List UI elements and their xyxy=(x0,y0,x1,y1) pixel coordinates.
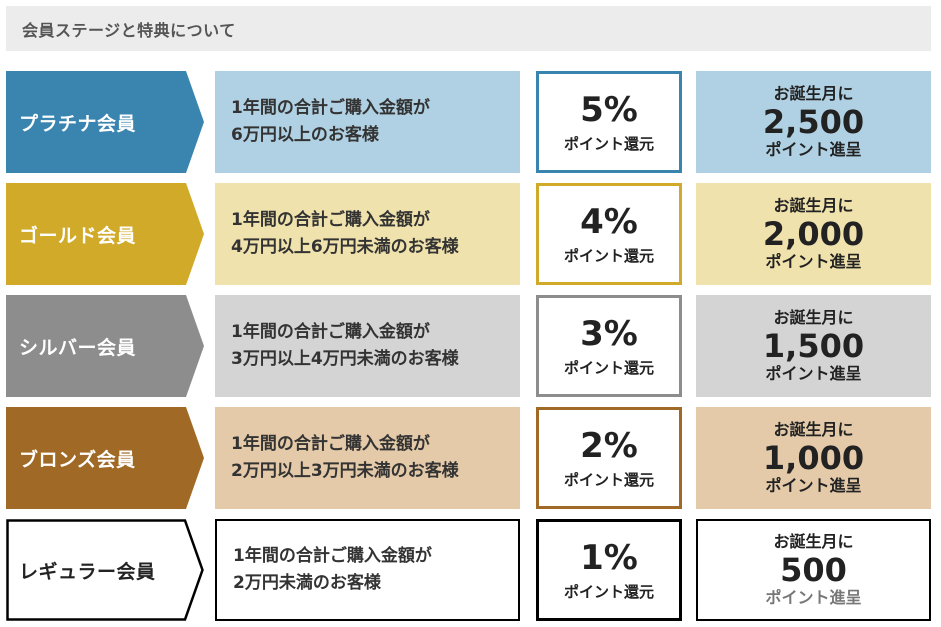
point-rate-box: 5% ポイント還元 xyxy=(536,71,682,173)
point-rate-label: ポイント還元 xyxy=(563,358,654,377)
point-rate-value: 4% xyxy=(580,201,638,242)
purchase-condition: 1年間の合計ご購入金額が 4万円以上6万円未満のお客様 xyxy=(215,183,520,285)
tier-row-platinum: プラチナ会員 1年間の合計ご購入金額が 6万円以上のお客様 5% ポイント還元 … xyxy=(6,71,931,173)
condition-line-2: 6万円以上のお客様 xyxy=(231,125,379,145)
condition-line-1: 1年間の合計ご購入金額が xyxy=(231,434,430,454)
point-rate-box: 4% ポイント還元 xyxy=(536,183,682,285)
condition-line-1: 1年間の合計ご購入金額が xyxy=(231,210,430,230)
birthday-label: お誕生月に xyxy=(773,308,854,327)
condition-line-2: 4万円以上6万円未満のお客様 xyxy=(231,237,459,257)
point-rate-value: 3% xyxy=(580,313,638,354)
tier-row-regular: レギュラー会員 1年間の合計ご購入金額が 2万円未満のお客様 1% ポイント還元… xyxy=(6,519,931,621)
rank-badge: レギュラー会員 xyxy=(6,519,205,621)
birthday-points: 2,500 xyxy=(762,103,865,141)
rank-name: ブロンズ会員 xyxy=(19,448,136,471)
birthday-label: お誕生月に xyxy=(773,84,854,103)
rank-arrow-shape xyxy=(6,183,204,285)
purchase-condition: 1年間の合計ご購入金額が 3万円以上4万円未満のお客様 xyxy=(215,295,520,397)
condition-line-1: 1年間の合計ご購入金額が xyxy=(231,98,430,118)
point-rate-value: 2% xyxy=(580,425,638,466)
condition-line-1: 1年間の合計ご購入金額が xyxy=(231,322,430,342)
purchase-condition: 1年間の合計ご購入金額が 2万円未満のお客様 xyxy=(215,519,520,621)
page-header: 会員ステージと特典について xyxy=(6,6,931,51)
birthday-suffix: ポイント進呈 xyxy=(765,364,862,383)
condition-line-2: 2万円未満のお客様 xyxy=(233,573,381,593)
birthday-points: 1,000 xyxy=(762,439,865,477)
birthday-label: お誕生月に xyxy=(773,532,854,551)
rank-name: プラチナ会員 xyxy=(19,112,137,135)
point-rate-label: ポイント還元 xyxy=(563,470,654,489)
rank-badge: プラチナ会員 xyxy=(6,71,205,173)
tier-row-gold: ゴールド会員 1年間の合計ご購入金額が 4万円以上6万円未満のお客様 4% ポイ… xyxy=(6,183,931,285)
birthday-suffix: ポイント進呈 xyxy=(765,588,862,607)
rank-arrow-shape xyxy=(6,519,204,621)
tier-row-bronze: ブロンズ会員 1年間の合計ご購入金額が 2万円以上3万円未満のお客様 2% ポイ… xyxy=(6,407,931,509)
point-rate-box: 1% ポイント還元 xyxy=(536,519,682,621)
point-rate-value: 1% xyxy=(580,537,638,578)
rank-arrow-shape xyxy=(6,71,204,173)
birthday-points: 2,000 xyxy=(762,215,865,253)
rank-name: シルバー会員 xyxy=(19,336,137,359)
birthday-bonus: お誕生月に 1,500 ポイント進呈 xyxy=(696,295,931,397)
rank-arrow-shape xyxy=(6,295,204,397)
rank-badge: ゴールド会員 xyxy=(6,183,205,285)
birthday-points: 1,500 xyxy=(762,327,865,365)
rank-badge: シルバー会員 xyxy=(6,295,205,397)
birthday-suffix: ポイント進呈 xyxy=(765,140,862,159)
birthday-bonus: お誕生月に 2,000 ポイント進呈 xyxy=(696,183,931,285)
point-rate-label: ポイント還元 xyxy=(563,246,654,265)
point-rate-label: ポイント還元 xyxy=(563,134,654,153)
birthday-points: 500 xyxy=(780,551,847,589)
birthday-label: お誕生月に xyxy=(773,196,854,215)
birthday-bonus: お誕生月に 2,500 ポイント進呈 xyxy=(696,71,931,173)
birthday-suffix: ポイント進呈 xyxy=(765,476,862,495)
point-rate-label: ポイント還元 xyxy=(563,582,654,601)
point-rate-box: 3% ポイント還元 xyxy=(536,295,682,397)
birthday-label: お誕生月に xyxy=(773,420,854,439)
condition-line-2: 2万円以上3万円未満のお客様 xyxy=(231,461,459,481)
birthday-bonus: お誕生月に 1,000 ポイント進呈 xyxy=(696,407,931,509)
rank-name: レギュラー会員 xyxy=(19,560,156,583)
point-rate-box: 2% ポイント還元 xyxy=(536,407,682,509)
rank-arrow-shape xyxy=(6,407,204,509)
page-title: 会員ステージと特典について xyxy=(22,20,236,40)
point-rate-value: 5% xyxy=(580,89,638,130)
rank-name: ゴールド会員 xyxy=(19,224,137,247)
rank-badge: ブロンズ会員 xyxy=(6,407,205,509)
purchase-condition: 1年間の合計ご購入金額が 6万円以上のお客様 xyxy=(215,71,520,173)
condition-line-2: 3万円以上4万円未満のお客様 xyxy=(231,349,459,369)
tier-row-silver: シルバー会員 1年間の合計ご購入金額が 3万円以上4万円未満のお客様 3% ポイ… xyxy=(6,295,931,397)
condition-line-1: 1年間の合計ご購入金額が xyxy=(233,546,432,566)
birthday-suffix: ポイント進呈 xyxy=(765,252,862,271)
purchase-condition: 1年間の合計ご購入金額が 2万円以上3万円未満のお客様 xyxy=(215,407,520,509)
birthday-bonus: お誕生月に 500 ポイント進呈 xyxy=(696,519,931,621)
